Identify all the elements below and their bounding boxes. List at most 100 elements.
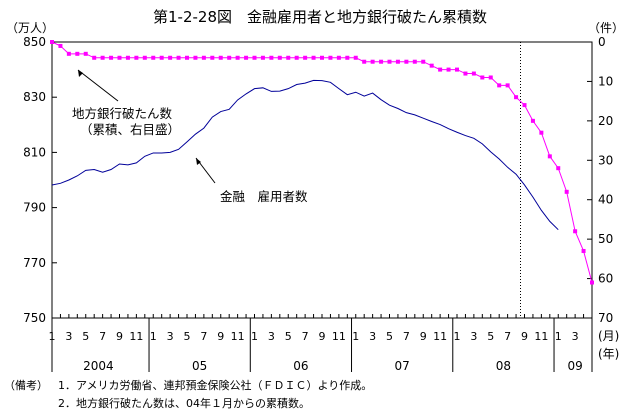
bank-failures-point (286, 55, 291, 60)
bank-failures-point (168, 55, 173, 60)
x-month-label: 3 (470, 330, 477, 343)
x-year-label: 2004 (83, 359, 114, 373)
bank-failures-point (277, 55, 282, 60)
bank-failures-point (100, 55, 105, 60)
left-axis-unit: （万人） (6, 21, 54, 35)
banks-annotation-line2: （累積、右目盛） (80, 122, 180, 137)
right-tick-label: 40 (598, 193, 613, 207)
right-tick-label: 10 (598, 74, 613, 88)
x-month-label: 5 (386, 330, 393, 343)
right-axis-unit: （件） (588, 21, 624, 35)
x-month-label: 5 (82, 330, 89, 343)
bank-failures-point (176, 55, 181, 60)
left-tick-label: 770 (23, 256, 46, 270)
right-tick-label: 60 (598, 272, 613, 286)
bank-failures-point (159, 55, 164, 60)
bank-failures-point (185, 55, 189, 60)
x-month-label: 1 (454, 330, 461, 343)
bank-failures-point (50, 40, 54, 44)
bank-failures-point (379, 59, 384, 64)
employees-line (51, 79, 559, 231)
bank-failures-point (446, 67, 451, 72)
right-tick-label: 20 (598, 114, 613, 128)
x-month-label: 1 (251, 330, 258, 343)
bank-failures-point (471, 71, 476, 76)
bank-failures-point (109, 55, 114, 60)
bank-failures-point (370, 59, 375, 64)
banks-annotation-arrow (77, 69, 119, 102)
bank-failures-point (260, 55, 265, 60)
notes-label: （備考） (4, 379, 48, 392)
x-month-label: 11 (534, 330, 548, 343)
bank-failures-point (320, 55, 324, 60)
bank-failures-point (235, 55, 240, 60)
bank-failures-point (75, 51, 80, 56)
series-lines (50, 40, 594, 285)
bank-failures-point (345, 55, 350, 60)
x-month-label: 9 (116, 330, 123, 343)
plot-border (51, 41, 593, 319)
bank-failures-point (252, 55, 257, 60)
bank-failures-point (125, 55, 130, 60)
x-month-label: 11 (332, 330, 346, 343)
bank-failures-point (218, 55, 223, 60)
x-year-label: 06 (293, 359, 308, 373)
x-month-label: 9 (420, 330, 427, 343)
bank-failures-point (311, 55, 316, 60)
bank-failures-point (193, 55, 198, 60)
bank-failures-point (66, 51, 71, 56)
x-month-label: 5 (184, 330, 191, 343)
bank-failures-point (547, 154, 552, 159)
left-axis-ticks: 850 830 810 790 770 750 (23, 35, 57, 325)
bank-failures-point (117, 55, 122, 60)
right-tick-label: 70 (598, 311, 613, 325)
chart-title: 第1-2-28図 金融雇用者と地方銀行破たん累積数 (153, 8, 487, 26)
bank-failures-point (269, 55, 274, 60)
x-month-label: 3 (167, 330, 174, 343)
bank-failures-point (353, 55, 358, 60)
right-tick-label: 30 (598, 153, 613, 167)
bank-failures-point (92, 55, 97, 60)
bank-failures-point (336, 55, 341, 60)
banks-arrowhead-icon (78, 70, 83, 77)
left-tick-label: 750 (23, 311, 46, 325)
bank-failures-point (514, 95, 519, 100)
bank-failures-point (58, 43, 63, 48)
bank-failures-point (488, 75, 493, 80)
right-tick-label: 50 (598, 232, 613, 246)
bank-failures-point (429, 63, 434, 68)
notes-line1: 1．アメリカ労働省、連邦預金保険公社（ＦＤＩＣ）より作成。 (58, 378, 372, 392)
bank-failures-point (522, 103, 527, 108)
x-month-unit: (月) (598, 329, 619, 343)
employees-arrowhead-icon (196, 158, 201, 165)
x-month-label: 7 (403, 330, 410, 343)
bank-failures-point (463, 71, 468, 76)
bank-failures-point (83, 51, 88, 56)
bank-failures-point (210, 55, 215, 60)
x-month-label: 7 (302, 330, 309, 343)
x-year-label: 05 (192, 359, 207, 373)
x-month-label: 5 (285, 330, 292, 343)
bank-failures-point (387, 59, 392, 64)
bank-failures-point (581, 248, 586, 253)
x-month-label: 7 (200, 330, 207, 343)
x-month-label: 5 (487, 330, 494, 343)
bank-failures-point (142, 55, 147, 60)
x-month-label: 3 (369, 330, 376, 343)
x-month-label: 3 (572, 330, 579, 343)
left-tick-label: 790 (23, 201, 46, 215)
x-month-label: 9 (319, 330, 326, 343)
bank-failures-point (530, 118, 535, 123)
bank-failures-point (244, 55, 249, 60)
bank-failures-point (480, 75, 485, 80)
x-month-label: 3 (268, 330, 275, 343)
x-month-label: 9 (521, 330, 528, 343)
bank-failures-point (395, 59, 400, 64)
bank-failures-point (590, 280, 594, 285)
bank-failures-point (412, 59, 417, 64)
x-year-label: 09 (567, 359, 582, 373)
annotations: 地方銀行破たん数 （累積、右目盛） 金融 雇用者数 (72, 69, 308, 204)
notes-line2: 2．地方銀行破たん数は、04年１月からの累積数。 (58, 396, 310, 410)
bank-failures-point (294, 55, 299, 60)
